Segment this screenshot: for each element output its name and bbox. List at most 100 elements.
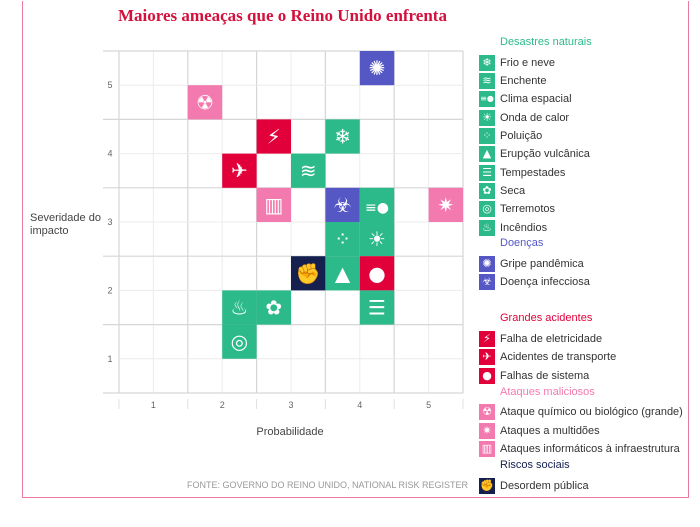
legend-label: Ataque químico ou biológico (grande) <box>500 406 683 419</box>
risk-tile <box>325 222 360 257</box>
legend-item: ✷ Ataques a multidões <box>479 422 600 439</box>
y-axis-title: Severidade do impacto <box>30 212 101 237</box>
fire-icon: ♨Incêndios <box>230 296 248 320</box>
drop-icon: ● <box>479 367 495 384</box>
waves-icon: ≋ <box>479 73 495 90</box>
x-tick-label: 4 <box>357 400 362 410</box>
risk-tile <box>222 153 257 188</box>
volcano-icon: ▲Erupção vulcânica <box>335 261 351 285</box>
legend-label: Desordem pública <box>500 479 589 492</box>
risk-tile <box>222 290 257 325</box>
legend-item: ✿ Seca <box>479 182 525 199</box>
factory-icon: ▥ <box>479 440 495 457</box>
legend-heading: Grandes acidentes <box>500 312 593 325</box>
risk-tile <box>428 187 463 222</box>
legend-label: Onda de calor <box>500 111 570 124</box>
legend-item: ≡● Clima espacial <box>479 91 572 108</box>
legend-label: Terremotos <box>500 203 556 216</box>
x-tick-label: 5 <box>426 400 431 410</box>
dots-icon: ⁘ <box>479 128 495 144</box>
legend-label: Poluição <box>500 130 543 142</box>
legend-label: Gripe pandêmica <box>500 258 584 271</box>
legend-item: ◎ Terremotos <box>479 201 555 218</box>
earthquake-icon: ◎ <box>479 201 495 218</box>
x-tick-label: 3 <box>288 400 293 410</box>
legend-heading: Doenças <box>500 237 544 250</box>
waves-icon: ≋Enchente <box>300 159 317 183</box>
risk-tile <box>359 51 395 86</box>
comet-icon: ≡●Clima espacial <box>365 200 389 216</box>
risk-tile <box>325 119 360 154</box>
legend-item: ⁘ Poluição <box>479 128 542 145</box>
legend-item: ● Falhas de sistema <box>479 367 589 384</box>
biohazard-icon: ☣ <box>479 274 495 291</box>
legend-label: Frio e neve <box>500 56 556 69</box>
snowflake-icon: ❄Frio e neve <box>334 125 351 149</box>
risk-tile <box>359 187 395 222</box>
legend-item: ✊ Desordem pública <box>479 477 589 494</box>
sun-icon: ☀ <box>479 109 495 126</box>
virus-icon: ✺ <box>479 256 495 273</box>
x-axis-title: Probabilidade <box>256 426 324 438</box>
drop-icon: ●Falhas de sistema <box>368 261 385 285</box>
legend-item: ☀ Onda de calor <box>479 109 569 126</box>
risk-tile <box>359 290 395 325</box>
legend-item: ♨ Incêndios <box>479 219 547 236</box>
virus-icon: ✺Gripe pandêmica <box>369 56 386 80</box>
risk-tile <box>256 290 291 325</box>
legend-label: Erupção vulcânica <box>500 148 590 161</box>
legend-label: Acidentes de transporte <box>500 351 617 364</box>
legend-label: Enchente <box>500 75 547 88</box>
y-tick-label: 1 <box>107 354 112 364</box>
radiation-icon: ☢ <box>479 404 495 421</box>
y-tick-label: 5 <box>107 80 112 90</box>
legend-item: ▲ Erupção vulcânica <box>479 146 590 163</box>
drought-icon: ✿Seca <box>265 296 282 320</box>
risk-tile <box>187 85 223 120</box>
chart-title: Maiores ameaças que o Reino Unido enfren… <box>118 6 447 25</box>
legend-heading: Ataques maliciosos <box>500 385 595 398</box>
legend-label: Ataques informáticos à infraestrutura <box>500 442 680 455</box>
legend-label: Falhas de sistema <box>500 369 590 382</box>
tornado-icon: ☰ <box>479 164 495 181</box>
legend-item: ▥ Ataques informáticos à infraestrutura <box>479 440 680 457</box>
fist-icon: ✊Desordem pública <box>296 261 321 285</box>
legend-label: Incêndios <box>500 221 548 234</box>
lightning-icon: ⚡Falha de eletricidade <box>267 125 281 149</box>
legend-item: ✈ Acidentes de transporte <box>479 349 616 366</box>
dots-icon: ⁘Poluição <box>334 227 351 251</box>
y-tick-label: 4 <box>107 149 112 159</box>
y-tick-label: 3 <box>107 217 112 227</box>
radiation-icon: ☢Ataque químico ou biológico (grande) <box>196 90 214 114</box>
legend-heading: Desastres naturais <box>500 36 592 48</box>
risk-tile <box>291 256 326 291</box>
chart-frame <box>22 1 689 498</box>
biohazard-icon: ☣Doença infecciosa <box>334 193 352 217</box>
sun-icon: ☀Onda de calor <box>368 227 386 251</box>
snowflake-icon: ❄ <box>479 54 495 71</box>
legend-item: ☰ Tempestades <box>479 164 565 181</box>
x-tick-label: 2 <box>220 400 225 410</box>
fire-icon: ♨ <box>479 219 495 236</box>
fist-icon: ✊ <box>479 477 495 494</box>
risk-tile <box>359 256 395 291</box>
factory-icon: ▥Ataques informáticos à infraestrutura <box>264 193 283 217</box>
risk-tile <box>222 324 257 359</box>
volcano-icon: ▲ <box>479 146 495 163</box>
source-note: FONTE: GOVERNO DO REINO UNIDO, NATIONAL … <box>186 480 468 490</box>
risk-tile <box>325 256 360 291</box>
legend-item: ≋ Enchente <box>479 73 546 90</box>
legend-heading: Riscos sociais <box>500 458 570 471</box>
y-tick-label: 2 <box>107 285 112 295</box>
drought-icon: ✿ <box>479 182 495 199</box>
risk-tile <box>291 153 326 188</box>
legend-label: Falha de eletricidade <box>500 333 603 346</box>
earthquake-icon: ◎Terremotos <box>231 330 248 354</box>
legend-label: Tempestades <box>500 166 566 179</box>
legend-item: ❄ Frio e neve <box>479 54 555 71</box>
risk-tile <box>359 222 395 257</box>
explosion-icon: ✷Ataques a multidões <box>437 193 454 217</box>
x-tick-label: 1 <box>151 400 156 410</box>
legend-item: ☣ Doença infecciosa <box>479 274 590 291</box>
legend-item: ⚡ Falha de eletricidade <box>479 331 602 348</box>
